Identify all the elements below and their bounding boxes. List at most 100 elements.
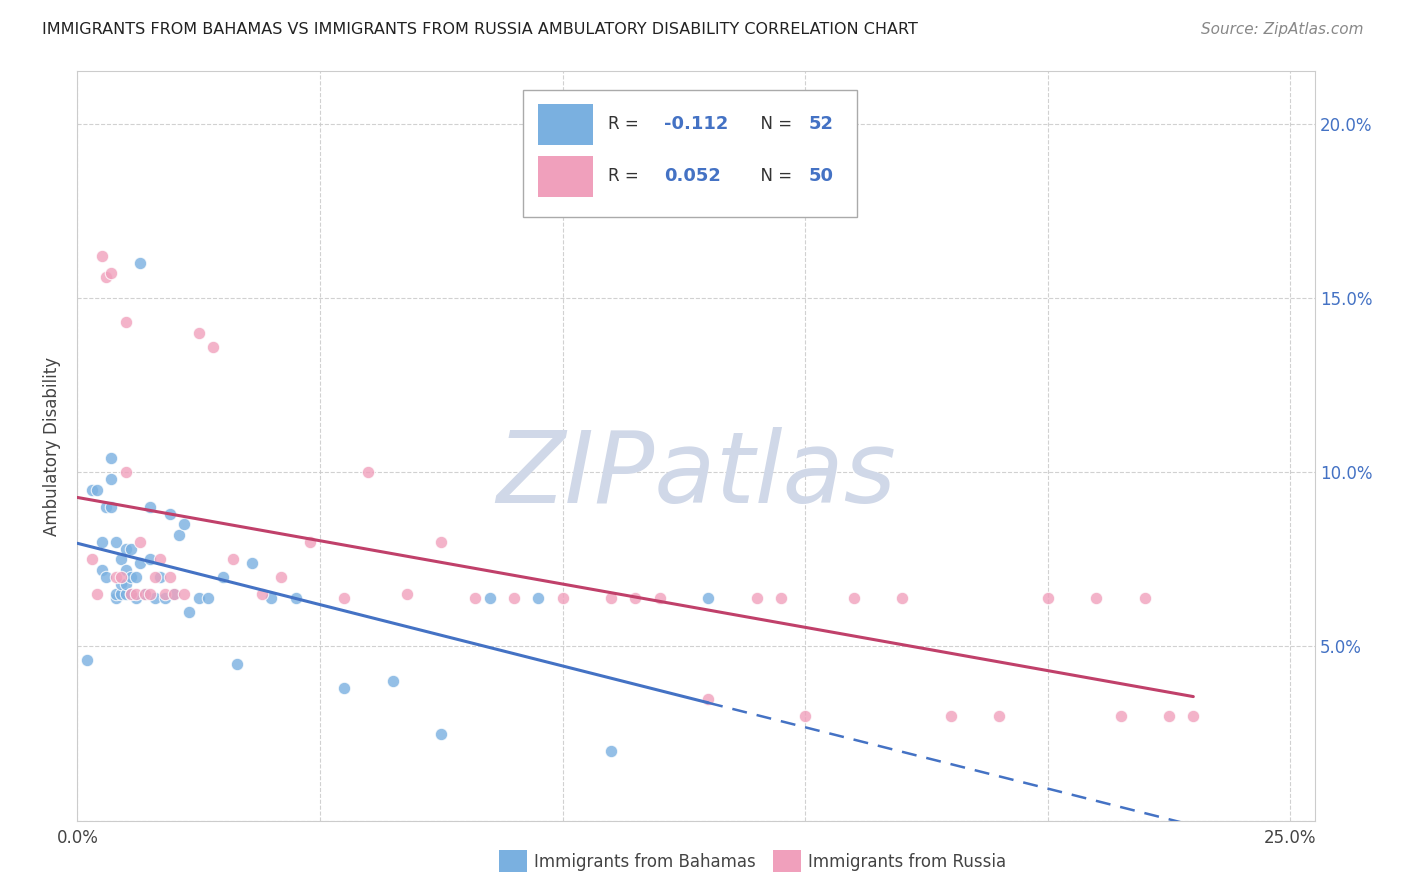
Point (250, 587, 273, 601)
Text: N =: N = (751, 168, 797, 186)
Point (159, 507, 181, 521)
Point (90, 249, 112, 263)
Point (163, 587, 186, 601)
Point (143, 591, 166, 605)
Point (333, 681, 356, 696)
Point (202, 340, 225, 354)
Point (159, 570, 181, 584)
FancyBboxPatch shape (523, 90, 856, 218)
Point (115, 587, 138, 601)
Point (503, 591, 526, 605)
Point (110, 576, 132, 591)
Point (381, 674, 404, 689)
Point (86, 587, 108, 601)
Point (430, 534, 453, 549)
Bar (537, 156, 593, 197)
Point (100, 472, 122, 486)
Point (100, 451, 122, 466)
Point (988, 709, 1011, 723)
Point (1157, 709, 1180, 723)
Point (115, 541, 138, 556)
Point (794, 709, 817, 723)
Point (153, 591, 176, 605)
Point (167, 528, 190, 542)
Text: Source: ZipAtlas.com: Source: ZipAtlas.com (1201, 22, 1364, 37)
Point (226, 657, 249, 671)
Point (624, 591, 647, 605)
Point (143, 570, 166, 584)
Point (527, 591, 550, 605)
Point (697, 591, 720, 605)
Point (134, 587, 156, 601)
Point (115, 315, 138, 329)
Point (110, 587, 132, 601)
Point (149, 570, 172, 584)
Point (212, 570, 235, 584)
Point (697, 691, 720, 706)
Point (357, 465, 380, 479)
Point (120, 587, 142, 601)
Point (464, 591, 486, 605)
Point (260, 591, 283, 605)
Point (129, 534, 152, 549)
Point (478, 591, 501, 605)
Text: R =: R = (609, 115, 644, 133)
Point (139, 500, 162, 514)
Point (177, 605, 200, 619)
Point (105, 570, 128, 584)
Point (100, 267, 122, 281)
Point (173, 587, 195, 601)
Point (124, 591, 146, 605)
Point (105, 534, 128, 549)
Point (139, 552, 162, 566)
Text: 0.052: 0.052 (664, 168, 721, 186)
Point (96, 270, 118, 285)
Point (187, 326, 209, 340)
Point (939, 709, 962, 723)
Point (115, 465, 138, 479)
Point (240, 556, 263, 570)
Point (129, 556, 152, 570)
Point (891, 591, 914, 605)
Point (110, 570, 132, 584)
Point (769, 591, 792, 605)
Point (221, 552, 243, 566)
Point (129, 256, 152, 270)
Text: -0.112: -0.112 (664, 115, 728, 133)
Point (163, 587, 186, 601)
Point (134, 587, 156, 601)
Text: R =: R = (609, 168, 644, 186)
Point (120, 587, 142, 601)
Point (100, 500, 122, 514)
Text: 50: 50 (808, 168, 834, 186)
Point (124, 570, 146, 584)
Point (120, 541, 142, 556)
Point (299, 534, 322, 549)
Point (96, 570, 118, 584)
Point (139, 587, 162, 601)
Point (270, 570, 292, 584)
Point (86, 483, 108, 497)
Y-axis label: Ambulatory Disability: Ambulatory Disability (44, 357, 62, 535)
Point (110, 552, 132, 566)
Point (90, 534, 112, 549)
Point (149, 552, 172, 566)
Point (115, 563, 138, 577)
Point (115, 576, 138, 591)
Text: Immigrants from Russia: Immigrants from Russia (808, 853, 1007, 871)
Point (396, 587, 419, 601)
Text: N =: N = (751, 115, 797, 133)
Text: ZIPatlas: ZIPatlas (496, 427, 896, 524)
Point (333, 591, 356, 605)
Text: Immigrants from Bahamas: Immigrants from Bahamas (534, 853, 756, 871)
Point (1085, 591, 1108, 605)
Bar (537, 103, 593, 145)
Text: 52: 52 (808, 115, 834, 133)
Point (120, 570, 142, 584)
Point (76, 653, 98, 667)
Point (551, 591, 574, 605)
Point (80, 552, 103, 566)
Point (600, 591, 623, 605)
Point (1133, 591, 1156, 605)
Point (430, 726, 453, 740)
